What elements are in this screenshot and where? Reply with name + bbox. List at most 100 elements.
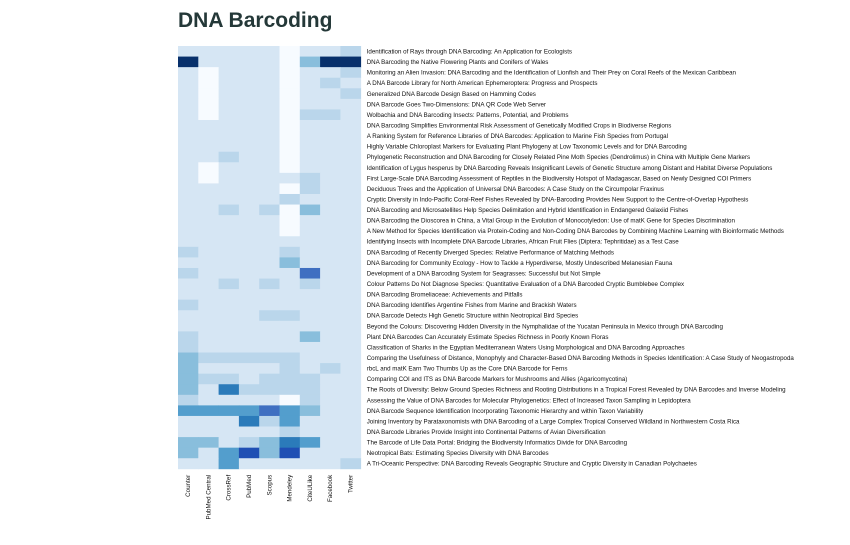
heatmap-cell: [340, 204, 362, 216]
heatmap-cell: [238, 204, 260, 216]
heatmap-cell: [299, 394, 321, 406]
heatmap-cell: [198, 246, 219, 258]
row-label: Identification of Rays through DNA Barco…: [367, 48, 572, 55]
heatmap-cell: [320, 458, 341, 470]
heatmap-cell: [279, 331, 301, 343]
heatmap-cell: [198, 77, 219, 89]
heatmap-cell: [259, 46, 280, 57]
heatmap-cell: [279, 130, 301, 142]
heatmap-cell: [340, 447, 362, 459]
heatmap-cell: [178, 289, 199, 301]
heatmap-cell: [238, 215, 260, 227]
heatmap-cell: [238, 437, 260, 449]
heatmap-cell: [320, 151, 341, 163]
heatmap-cell: [340, 215, 362, 227]
heatmap-cell: [238, 394, 260, 406]
heatmap-cell: [279, 215, 301, 227]
heatmap-cell: [218, 394, 240, 406]
heatmap-cell: [238, 130, 260, 142]
heatmap-cells: [178, 46, 362, 470]
heatmap-cell: [178, 162, 199, 174]
heatmap-cell: [320, 236, 341, 248]
heatmap-cell: [279, 384, 301, 396]
heatmap-cell: [198, 151, 219, 163]
heatmap-cell: [259, 373, 280, 385]
heatmap-cell: [238, 289, 260, 301]
heatmap-cell: [218, 341, 240, 353]
heatmap-cell: [218, 320, 240, 332]
row-label: DNA Barcoding Bromeliaceae: Achievements…: [367, 292, 523, 299]
heatmap-cell: [259, 119, 280, 131]
row-label: Phylogenetic Reconstruction and DNA Barc…: [367, 154, 750, 161]
heatmap-cell: [259, 363, 280, 375]
heatmap-cell: [279, 373, 301, 385]
heatmap-cell: [320, 405, 341, 417]
heatmap-cell: [299, 352, 321, 364]
heatmap-cell: [340, 46, 362, 57]
heatmap-cell: [320, 162, 341, 174]
heatmap-cell: [259, 215, 280, 227]
heatmap-cell: [178, 310, 199, 322]
heatmap-cell: [299, 415, 321, 427]
heatmap-cell: [340, 88, 362, 100]
heatmap-cell: [259, 310, 280, 322]
heatmap-cell: [218, 67, 240, 79]
heatmap-cell: [299, 119, 321, 131]
heatmap-cell: [320, 320, 341, 332]
heatmap-cell: [299, 215, 321, 227]
heatmap-cell: [279, 289, 301, 301]
heatmap-cell: [320, 257, 341, 269]
heatmap-cell: [259, 151, 280, 163]
heatmap-cell: [320, 267, 341, 279]
heatmap-cell: [320, 193, 341, 205]
heatmap-cell: [259, 236, 280, 248]
column-label: Facebook: [327, 474, 334, 502]
heatmap-cell: [259, 341, 280, 353]
heatmap-cell: [259, 384, 280, 396]
heatmap-cell: [238, 426, 260, 438]
heatmap-cell: [178, 331, 199, 343]
heatmap-cell: [178, 98, 199, 110]
heatmap-cell: [279, 193, 301, 205]
heatmap-cell: [178, 437, 199, 449]
heatmap-cell: [218, 56, 240, 68]
heatmap-cell: [218, 384, 240, 396]
heatmap-cell: [340, 172, 362, 184]
heatmap-cell: [218, 204, 240, 216]
heatmap-cell: [279, 77, 301, 89]
heatmap-cell: [198, 67, 219, 79]
heatmap-cell: [178, 130, 199, 142]
heatmap-cell: [238, 331, 260, 343]
heatmap-cell: [178, 183, 199, 195]
heatmap-cell: [178, 225, 199, 237]
heatmap-cell: [340, 257, 362, 269]
heatmap-cell: [238, 447, 260, 459]
row-label: DNA Barcoding the Native Flowering Plant…: [367, 59, 549, 66]
heatmap-cell: [178, 204, 199, 216]
heatmap-cell: [218, 405, 240, 417]
heatmap-cell: [320, 447, 341, 459]
heatmap-cell: [340, 289, 362, 301]
heatmap-cell: [340, 77, 362, 89]
heatmap-cell: [279, 299, 301, 311]
heatmap-cell: [178, 267, 199, 279]
heatmap-cell: [340, 363, 362, 375]
heatmap-cell: [279, 56, 301, 68]
heatmap-cell: [279, 183, 301, 195]
heatmap-cell: [198, 394, 219, 406]
heatmap-cell: [340, 373, 362, 385]
heatmap-cell: [178, 56, 199, 68]
row-label: Comparing the Usefulness of Distance, Mo…: [367, 355, 795, 362]
heatmap-cell: [238, 363, 260, 375]
heatmap-cell: [279, 437, 301, 449]
heatmap-cell: [198, 426, 219, 438]
heatmap-cell: [340, 67, 362, 79]
heatmap-cell: [198, 119, 219, 131]
heatmap-cell: [299, 236, 321, 248]
heatmap-cell: [198, 183, 219, 195]
heatmap-cell: [178, 278, 199, 290]
heatmap-cell: [218, 151, 240, 163]
heatmap-cell: [238, 119, 260, 131]
heatmap-cell: [259, 204, 280, 216]
